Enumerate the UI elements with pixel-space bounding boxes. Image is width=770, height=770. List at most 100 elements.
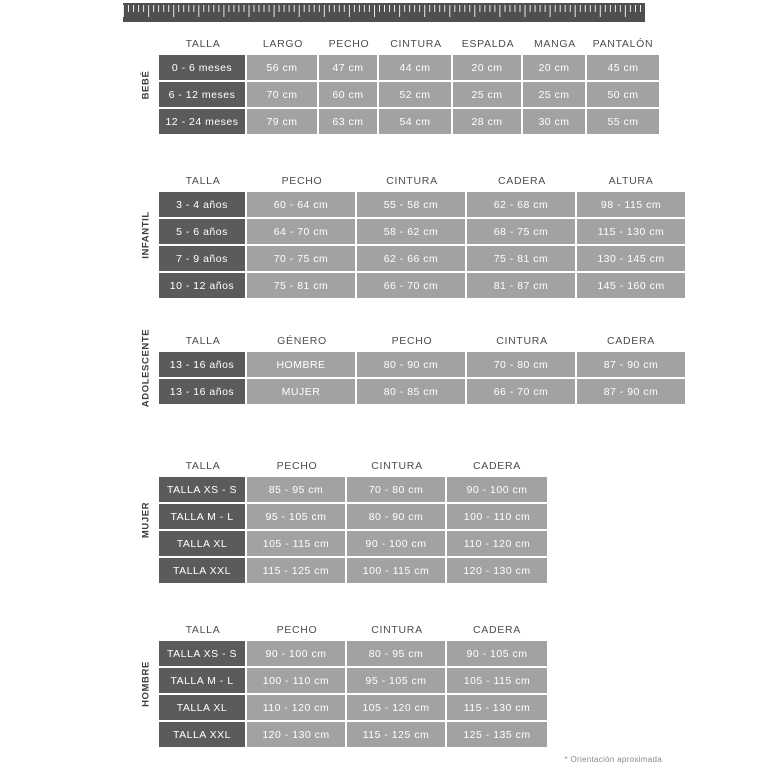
measurement-cell: 90 - 100 cm	[447, 477, 547, 502]
measurement-cell: 45 cm	[587, 55, 659, 80]
measurement-cell: 63 cm	[319, 109, 377, 134]
category-label-infantil: INFANTIL	[133, 170, 159, 300]
size-key-cell: 10 - 12 años	[159, 273, 245, 298]
measurement-cell: 120 - 130 cm	[247, 722, 345, 747]
column-header-pecho: PECHO	[328, 38, 370, 50]
table-row: 3 - 4 años 60 - 64 cm 55 - 58 cm 62 - 68 cm…	[159, 192, 685, 217]
table-row: TALLA XS - S 90 - 100 cm 80 - 95 cm 90 - 10…	[159, 641, 559, 666]
measurement-cell: 105 - 115 cm	[247, 531, 345, 556]
measurement-cell: 115 - 130 cm	[447, 695, 547, 720]
table-row: TALLA XS - S 85 - 95 cm 70 - 80 cm 90 - 100…	[159, 477, 559, 502]
measurement-cell: 70 - 75 cm	[247, 246, 355, 271]
column-header-cintura: CINTURA	[390, 38, 442, 50]
table-header-row: TALLA PECHO CINTURA CADERA	[159, 455, 559, 477]
measurement-cell: 81 - 87 cm	[467, 273, 575, 298]
measurement-cell: 145 - 160 cm	[577, 273, 685, 298]
size-table-bebe: BEBÉ TALLA LARGO PECHO CINTURA ESPALDA MANGA PA…	[133, 33, 659, 136]
table-row: 7 - 9 años 70 - 75 cm 62 - 66 cm 75 - 81 cm…	[159, 246, 685, 271]
table-header-row: TALLA LARGO PECHO CINTURA ESPALDA MANGA PANTAL…	[159, 33, 659, 55]
measurement-cell: 60 cm	[319, 82, 377, 107]
size-key-cell: 0 - 6 meses	[159, 55, 245, 80]
size-table-adolescente: ADOLESCENTE TALLA GÉNERO PECHO CINTURA CADERA…	[133, 328, 685, 408]
measurement-cell: 60 - 64 cm	[247, 192, 355, 217]
measurement-cell: 100 - 115 cm	[347, 558, 445, 583]
table-row: 5 - 6 años 64 - 70 cm 58 - 62 cm 68 - 75 cm…	[159, 219, 685, 244]
table-row: 10 - 12 años 75 - 81 cm 66 - 70 cm 81 - 87 …	[159, 273, 685, 298]
column-header-cadera: CADERA	[473, 460, 521, 472]
measurement-cell: 100 - 110 cm	[447, 504, 547, 529]
measurement-cell: 90 - 105 cm	[447, 641, 547, 666]
measurement-cell: 115 - 125 cm	[247, 558, 345, 583]
size-key-cell: 3 - 4 años	[159, 192, 245, 217]
column-header-pantal-n: PANTALÓN	[592, 38, 654, 50]
measurement-cell: 105 - 115 cm	[447, 668, 547, 693]
measurement-cell: 20 cm	[523, 55, 585, 80]
category-label-hombre: HOMBRE	[133, 619, 159, 749]
table-grid-mujer: TALLA PECHO CINTURA CADERA TALLA XS - S 85 - …	[159, 455, 559, 585]
measurement-cell: 100 - 110 cm	[247, 668, 345, 693]
size-key-cell: TALLA M - L	[159, 668, 245, 693]
category-label-text: MUJER	[140, 501, 152, 539]
measurement-cell: 62 - 66 cm	[357, 246, 465, 271]
category-label-text: INFANTIL	[140, 211, 152, 259]
measurement-cell: 50 cm	[587, 82, 659, 107]
measurement-cell: 87 - 90 cm	[577, 352, 685, 377]
category-label-text: BEBÉ	[140, 70, 152, 99]
size-table-mujer: MUJER TALLA PECHO CINTURA CADERA TALLA XS - S…	[133, 455, 559, 585]
column-header-talla: TALLA	[185, 335, 221, 347]
measurement-cell: 80 - 95 cm	[347, 641, 445, 666]
column-header-talla: TALLA	[185, 38, 221, 50]
table-grid-hombre: TALLA PECHO CINTURA CADERA TALLA XS - S 90 - …	[159, 619, 559, 749]
column-header-espalda: ESPALDA	[461, 38, 515, 50]
measurement-cell: 110 - 120 cm	[247, 695, 345, 720]
measurement-cell: 98 - 115 cm	[577, 192, 685, 217]
measurement-cell: 55 cm	[587, 109, 659, 134]
column-header-cintura: CINTURA	[371, 460, 423, 472]
table-row: 13 - 16 años HOMBRE 80 - 90 cm 70 - 80 cm 87…	[159, 352, 685, 377]
column-header-g-nero: GÉNERO	[277, 335, 327, 347]
measurement-cell: HOMBRE	[247, 352, 355, 377]
table-header-row: TALLA GÉNERO PECHO CINTURA CADERA	[159, 330, 685, 352]
measurement-cell: 90 - 100 cm	[347, 531, 445, 556]
measurement-cell: 66 - 70 cm	[357, 273, 465, 298]
column-header-manga: MANGA	[533, 38, 576, 50]
table-row: TALLA M - L 100 - 110 cm 95 - 105 cm 105 - …	[159, 668, 559, 693]
measurement-cell: 47 cm	[319, 55, 377, 80]
column-header-pecho: PECHO	[391, 335, 433, 347]
table-row: TALLA XL 110 - 120 cm 105 - 120 cm 115 - 13…	[159, 695, 559, 720]
measurement-cell: 66 - 70 cm	[467, 379, 575, 404]
size-key-cell: TALLA XL	[159, 531, 245, 556]
table-header-row: TALLA PECHO CINTURA CADERA ALTURA	[159, 170, 685, 192]
measurement-cell: 115 - 130 cm	[577, 219, 685, 244]
table-row: TALLA XXL 115 - 125 cm 100 - 115 cm 120 - 1…	[159, 558, 559, 583]
table-grid-bebe: TALLA LARGO PECHO CINTURA ESPALDA MANGA PANTAL…	[159, 33, 659, 136]
measurement-cell: 70 - 80 cm	[347, 477, 445, 502]
measurement-cell: 90 - 100 cm	[247, 641, 345, 666]
table-row: TALLA XXL 120 - 130 cm 115 - 125 cm 125 - 1…	[159, 722, 559, 747]
measurement-cell: 80 - 90 cm	[347, 504, 445, 529]
measurement-cell: 28 cm	[453, 109, 521, 134]
size-key-cell: 12 - 24 meses	[159, 109, 245, 134]
footnote-approximate-guidance: * Orientación aproximada	[564, 755, 662, 764]
measurement-cell: 44 cm	[379, 55, 451, 80]
size-key-cell: TALLA XS - S	[159, 641, 245, 666]
measurement-cell: 70 - 80 cm	[467, 352, 575, 377]
measurement-cell: 30 cm	[523, 109, 585, 134]
column-header-talla: TALLA	[185, 460, 221, 472]
size-key-cell: TALLA XL	[159, 695, 245, 720]
measurement-cell: 64 - 70 cm	[247, 219, 355, 244]
size-table-infantil: INFANTIL TALLA PECHO CINTURA CADERA ALTURA 3 -…	[133, 170, 685, 300]
measurement-cell: 85 - 95 cm	[247, 477, 345, 502]
measurement-cell: 75 - 81 cm	[247, 273, 355, 298]
measurement-cell: 68 - 75 cm	[467, 219, 575, 244]
column-header-talla: TALLA	[185, 624, 221, 636]
size-key-cell: 13 - 16 años	[159, 352, 245, 377]
measurement-cell: 80 - 90 cm	[357, 352, 465, 377]
measurement-cell: 87 - 90 cm	[577, 379, 685, 404]
measurement-cell: 115 - 125 cm	[347, 722, 445, 747]
measurement-cell: 52 cm	[379, 82, 451, 107]
category-label-text: ADOLESCENTE	[140, 328, 152, 408]
measurement-cell: 70 cm	[247, 82, 317, 107]
table-row: 12 - 24 meses 79 cm 63 cm 54 cm 28 cm 30 cm 55…	[159, 109, 659, 134]
column-header-pecho: PECHO	[276, 460, 318, 472]
